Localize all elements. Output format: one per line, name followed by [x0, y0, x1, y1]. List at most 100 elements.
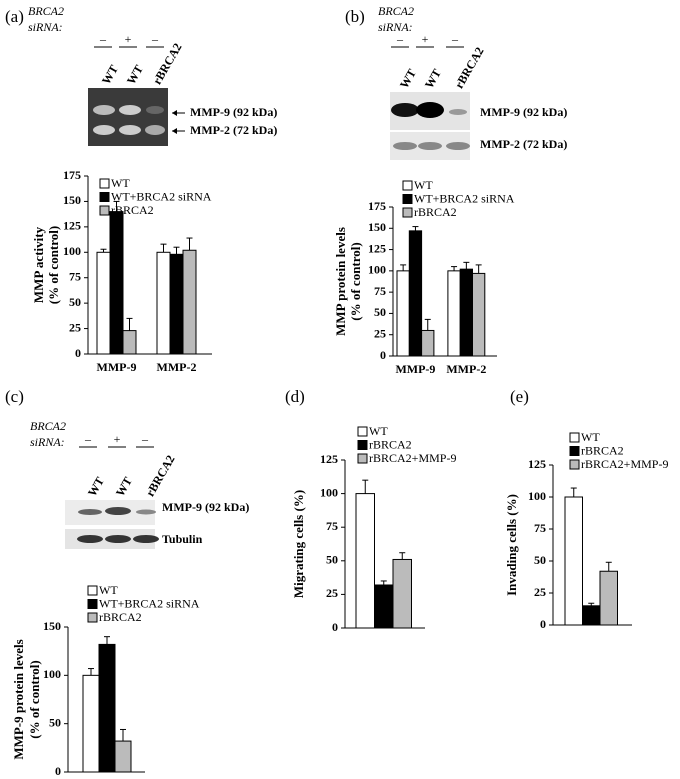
y-tick-label: 25 [69, 320, 81, 334]
lane-label: WT [397, 67, 419, 91]
y-tick-label: 125 [63, 219, 81, 233]
gene-label: BRCA2 [378, 4, 414, 18]
sign: – [141, 432, 149, 446]
legend-swatch [87, 599, 98, 609]
legend-swatch [99, 192, 110, 202]
y-tick-label: 25 [534, 585, 546, 599]
legend-label: WT [414, 178, 433, 192]
sirna-label: siRNA: [28, 20, 63, 34]
y-axis-label: (% of control) [27, 660, 42, 738]
y-tick-label: 100 [528, 489, 546, 503]
legend-swatch [87, 585, 98, 596]
bar [355, 493, 375, 629]
y-tick-label: 0 [332, 620, 338, 634]
y-tick-label: 150 [368, 220, 386, 234]
band-label: MMP-9 (92 kDa) [190, 105, 277, 119]
sign: + [114, 432, 121, 446]
x-tick-label: MMP-2 [157, 360, 197, 374]
bar [459, 268, 474, 357]
legend-label: WT+BRCA2 siRNA [414, 191, 515, 205]
bar [109, 211, 124, 355]
y-tick-label: 50 [374, 305, 386, 319]
gene-label: BRCA2 [30, 419, 66, 433]
y-axis-label: MMP activity [31, 226, 46, 303]
bar [156, 251, 171, 355]
y-tick-label: 100 [63, 244, 81, 258]
sign: – [84, 432, 92, 446]
y-tick-label: 100 [320, 485, 338, 499]
bar [472, 272, 486, 357]
y-tick-label: 125 [320, 452, 338, 466]
bar [82, 674, 100, 773]
lane-label: WT [124, 63, 146, 87]
legend-swatch [87, 612, 98, 623]
y-tick-label: 100 [43, 667, 61, 681]
bar [421, 329, 435, 357]
sign: – [151, 32, 159, 46]
y-axis-label: MMP protein levels [333, 227, 348, 336]
y-tick-label: 125 [528, 457, 546, 471]
legend-label: rBRCA2 [369, 437, 412, 451]
gene-label: BRCA2 [28, 4, 64, 18]
x-tick-label: MMP-2 [446, 362, 486, 376]
y-tick-label: 0 [380, 348, 386, 362]
legend-swatch [402, 207, 413, 218]
x-tick-label: MMP-9 [395, 362, 435, 376]
y-tick-label: 150 [63, 193, 81, 207]
bar [114, 740, 132, 773]
y-tick-label: 0 [55, 764, 61, 778]
y-tick-label: 50 [326, 553, 338, 567]
legend-label: WT+BRCA2 siRNA [111, 189, 212, 203]
panel-label: (a) [5, 7, 24, 26]
legend-label: rBRCA2+MMP-9 [369, 451, 456, 465]
lane-label: rBRCA2 [143, 453, 178, 499]
bar [392, 558, 412, 629]
y-tick-label: 175 [63, 168, 81, 182]
legend-label: WT+BRCA2 siRNA [99, 596, 200, 610]
y-tick-label: 50 [534, 553, 546, 567]
bar [582, 605, 601, 626]
band-label: MMP-2 (72 kDa) [190, 123, 277, 137]
y-tick-label: 75 [326, 519, 338, 533]
legend-swatch [357, 440, 368, 450]
legend-label: WT [581, 430, 600, 444]
y-tick-label: 25 [374, 326, 386, 340]
panel-label: (d) [285, 387, 305, 406]
sign: + [125, 32, 132, 46]
bar [182, 249, 197, 355]
legend-swatch [569, 446, 580, 456]
legend-label: rBRCA2 [111, 203, 154, 217]
sign: + [422, 32, 429, 46]
bar [447, 270, 461, 357]
legend-swatch [99, 178, 110, 189]
legend-swatch [357, 426, 368, 437]
y-tick-label: 75 [374, 284, 386, 298]
y-tick-label: 125 [368, 241, 386, 255]
y-axis-label: Invading cells (%) [504, 494, 519, 596]
legend-swatch [402, 194, 413, 204]
y-axis-label: (% of control) [348, 242, 363, 320]
legend-label: WT [111, 176, 130, 190]
panel-label: (b) [345, 7, 365, 26]
legend-label: rBRCA2 [414, 205, 457, 219]
bar [169, 253, 184, 355]
lane-label: WT [113, 475, 135, 499]
lane-label: WT [99, 63, 121, 87]
bar [599, 570, 618, 626]
y-tick-label: 0 [540, 617, 546, 631]
legend-swatch [402, 180, 413, 191]
y-tick-label: 75 [69, 269, 81, 283]
legend-label: WT [369, 424, 388, 438]
y-tick-label: 50 [69, 295, 81, 309]
sign: – [451, 32, 459, 46]
bar [96, 251, 111, 355]
blot-image-c [65, 500, 159, 549]
sirna-label: siRNA: [378, 20, 413, 34]
legend-swatch [569, 432, 580, 443]
y-tick-label: 150 [43, 619, 61, 633]
lane-label: WT [85, 475, 107, 499]
lane-label: rBRCA2 [150, 41, 185, 87]
y-tick-label: 100 [368, 263, 386, 277]
legend-label: rBRCA2+MMP-9 [581, 457, 668, 471]
